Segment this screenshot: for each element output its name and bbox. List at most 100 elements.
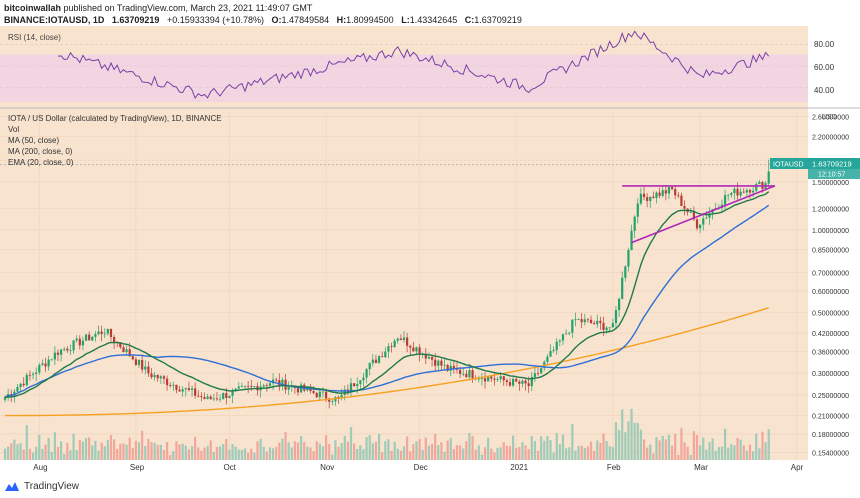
candle-body	[577, 319, 580, 320]
volume-bar	[275, 446, 278, 460]
volume-bar	[122, 443, 125, 460]
volume-bar	[561, 434, 565, 460]
candle-body	[589, 319, 593, 324]
candle-body	[399, 338, 402, 341]
candle-body	[94, 334, 97, 337]
candle-body	[38, 365, 41, 373]
rsi-tick: 60.00	[814, 63, 835, 72]
volume-bar	[106, 440, 109, 460]
volume-bar	[723, 428, 727, 460]
volume-bar	[440, 442, 443, 460]
candle-body	[225, 393, 228, 399]
volume-bar	[396, 448, 399, 460]
price-tick: 1.00000000	[812, 228, 849, 235]
candle-body	[318, 391, 321, 398]
time-tick: Dec	[414, 463, 428, 472]
volume-bars	[3, 408, 770, 460]
volume-bar	[38, 434, 41, 460]
candle-body	[546, 356, 549, 362]
candle-body	[434, 359, 437, 366]
volume-bar	[415, 441, 418, 460]
volume-bar	[256, 441, 259, 460]
candle-body	[727, 194, 730, 196]
volume-bar	[187, 449, 191, 460]
volume-bar	[296, 442, 300, 460]
volume-bar	[468, 432, 471, 460]
candle-body	[243, 385, 247, 387]
volume-bar	[580, 445, 583, 460]
candle-body	[652, 196, 655, 198]
volume-bar	[443, 451, 446, 460]
footer: TradingView	[4, 481, 79, 492]
volume-bar	[209, 440, 212, 460]
volume-bar	[162, 449, 166, 460]
volume-bar	[340, 443, 343, 460]
volume-bar	[125, 444, 128, 460]
publish-info: bitcoinwallah published on TradingView.c…	[4, 3, 312, 13]
volume-bar	[178, 444, 181, 460]
candle-body	[599, 320, 602, 323]
volume-bar	[593, 450, 596, 460]
candle-body	[178, 389, 181, 392]
low-value: 1.43342645	[409, 15, 458, 25]
price-tick: 0.15400000	[812, 450, 849, 457]
volume-bar	[720, 446, 724, 460]
candle-body	[533, 373, 537, 377]
rsi-axis: 80.00 60.00 40.00	[814, 40, 835, 95]
candle-body	[63, 348, 66, 350]
candle-body	[617, 298, 621, 311]
footer-brand[interactable]: TradingView	[24, 481, 80, 492]
candle-body	[384, 351, 387, 358]
candle-body	[680, 195, 683, 206]
candle-body	[22, 383, 25, 386]
candle-body	[234, 388, 237, 391]
candle-body	[540, 368, 543, 374]
price-tick: 2.60000000	[812, 114, 849, 121]
volume-bar	[627, 421, 630, 460]
candle-body	[646, 197, 649, 201]
candle-body	[209, 396, 212, 400]
volume-bar	[418, 439, 421, 460]
open-value: 1.47849584	[281, 15, 330, 25]
candle-body	[440, 360, 443, 366]
volume-bar	[689, 454, 692, 460]
candle-body	[745, 189, 748, 193]
volume-bar	[630, 408, 633, 460]
candle-body	[41, 363, 44, 366]
volume-bar	[328, 443, 331, 460]
price-chart[interactable]: 80.00 60.00 40.00 RSI (14, close) IOTA /…	[0, 26, 860, 478]
candle-body	[430, 357, 434, 360]
volume-bar	[206, 445, 209, 460]
volume-bar	[714, 450, 717, 460]
price-tick: 2.20000000	[812, 134, 849, 141]
volume-bar	[661, 436, 664, 460]
volume-bar	[25, 425, 28, 460]
candle-body	[692, 212, 695, 220]
volume-bar	[446, 440, 449, 460]
candle-body	[536, 373, 540, 375]
volume-bar	[752, 451, 755, 460]
candle-body	[340, 394, 343, 398]
candle-body	[113, 337, 116, 343]
candle-body	[194, 388, 197, 396]
volume-bar	[113, 439, 116, 460]
volume-bar	[359, 445, 362, 460]
volume-bar	[636, 422, 639, 460]
volume-bar	[599, 442, 602, 460]
candle-body	[558, 340, 561, 342]
candle-body	[674, 189, 677, 196]
author-name[interactable]: bitcoinwallah	[4, 3, 62, 13]
volume-bar	[639, 429, 643, 460]
volume-bar	[574, 450, 577, 460]
volume-bar	[44, 444, 47, 460]
candle-body	[739, 191, 742, 196]
volume-bar	[312, 451, 315, 460]
legend-ma200: MA (200, close, 0)	[8, 147, 73, 156]
volume-bar	[667, 434, 671, 460]
volume-bar	[430, 443, 434, 460]
volume-bar	[303, 442, 306, 460]
rsi-tick: 80.00	[814, 40, 835, 49]
candle-body	[624, 266, 627, 278]
time-tick: Oct	[223, 463, 236, 472]
candle-body	[412, 347, 415, 352]
